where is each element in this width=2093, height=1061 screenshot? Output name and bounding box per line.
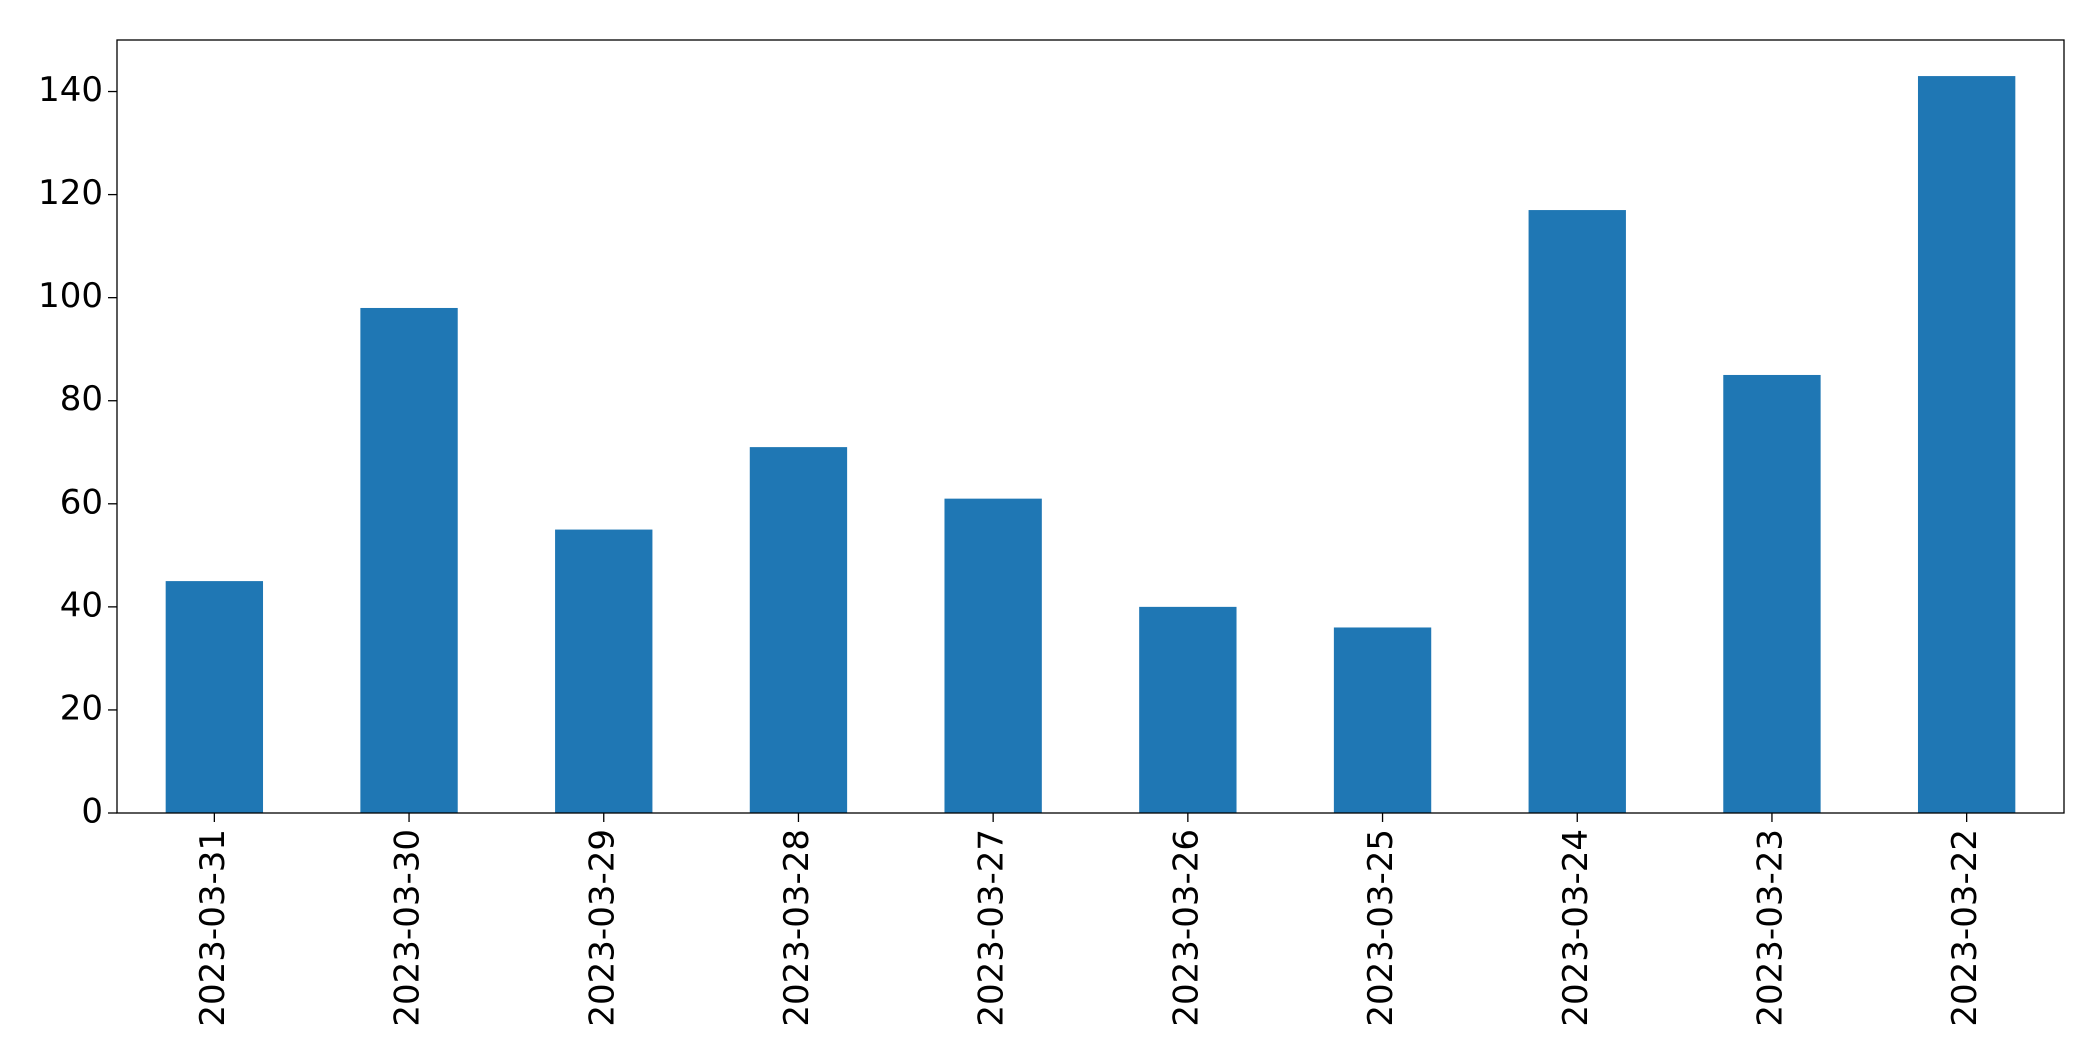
x-tick-label: 2023-03-31 — [193, 829, 233, 1027]
x-tick-label: 2023-03-24 — [1556, 829, 1596, 1027]
y-tick-label: 40 — [60, 585, 103, 625]
y-tick-label: 140 — [38, 70, 103, 110]
x-tick-label: 2023-03-25 — [1361, 829, 1401, 1027]
bar — [1139, 606, 1237, 813]
x-tick-label: 2023-03-27 — [972, 829, 1012, 1027]
x-tick-label: 2023-03-23 — [1750, 829, 1790, 1027]
bar — [1333, 627, 1432, 813]
bar — [360, 307, 458, 813]
x-tick-label: 2023-03-26 — [1166, 829, 1206, 1027]
bar — [165, 581, 264, 813]
bar — [944, 498, 1042, 813]
y-tick-label: 20 — [60, 688, 103, 728]
bar — [1917, 76, 2016, 813]
plot-frame — [116, 39, 2065, 814]
y-tick-label: 100 — [38, 276, 103, 316]
y-tick-label: 80 — [60, 379, 103, 419]
bar — [1528, 210, 1626, 813]
y-tick-label: 120 — [38, 173, 103, 213]
bar — [555, 529, 653, 813]
x-tick-label: 2023-03-29 — [582, 829, 622, 1027]
x-tick-label: 2023-03-30 — [388, 829, 428, 1027]
y-tick-label: 60 — [60, 482, 103, 522]
y-tick-label: 0 — [81, 792, 103, 832]
x-tick-label: 2023-03-22 — [1945, 829, 1985, 1027]
bar — [749, 447, 848, 813]
bar — [1723, 374, 1821, 813]
x-tick-label: 2023-03-28 — [777, 829, 817, 1027]
